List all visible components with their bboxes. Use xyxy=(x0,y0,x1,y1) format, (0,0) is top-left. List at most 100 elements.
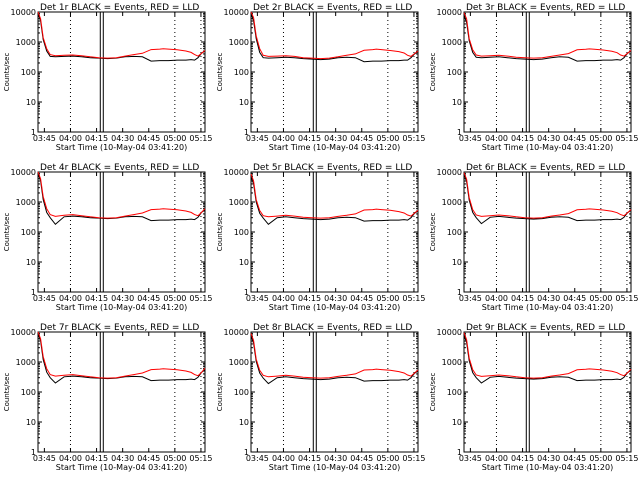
y-tick-label: 10 xyxy=(239,258,249,267)
y-axis-label: Counts/sec xyxy=(3,213,11,252)
detector-panel-1: Det 1r BLACK = Events, RED = LLD 1 10 100 10… xyxy=(0,0,213,160)
series-line-lld xyxy=(250,333,419,379)
y-tick-label: 1 xyxy=(31,288,36,297)
x-tick-label: 04:30 xyxy=(324,454,347,463)
y-tick-label: 100 xyxy=(234,228,249,237)
detector-panel-5: Det 5r BLACK = Events, RED = LLD 1 10 100 10… xyxy=(213,160,426,320)
series-line-events xyxy=(463,173,632,225)
y-tick-label: 10000 xyxy=(224,168,249,177)
series-line-lld xyxy=(250,11,419,60)
x-axis-label: Start Time (10-May-04 03:41:20) xyxy=(56,303,187,312)
plot-frame xyxy=(463,171,632,293)
series-line-events xyxy=(37,173,206,226)
chart-svg: Det 7r BLACK = Events, RED = LLD 1 10 100 10… xyxy=(3,323,212,472)
series-line-events xyxy=(250,176,419,225)
x-tick-label: 03:45 xyxy=(33,454,56,463)
x-tick-label: 03:45 xyxy=(246,294,269,303)
y-tick-label: 10000 xyxy=(437,8,462,17)
chart-title: Det 5r BLACK = Events, RED = LLD xyxy=(253,163,412,173)
x-axis-label: Start Time (10-May-04 03:41:20) xyxy=(56,143,187,152)
y-tick-label: 10000 xyxy=(11,328,36,337)
x-tick-label: 05:15 xyxy=(402,454,425,463)
x-axis-label: Start Time (10-May-04 03:41:20) xyxy=(482,143,613,152)
chart-title: Det 8r BLACK = Events, RED = LLD xyxy=(253,323,412,333)
y-tick-label: 1000 xyxy=(16,38,36,47)
x-tick-label: 03:45 xyxy=(459,294,482,303)
x-tick-label: 04:15 xyxy=(511,454,534,463)
x-tick-label: 05:15 xyxy=(189,134,212,143)
detector-panel-9: Det 9r BLACK = Events, RED = LLD 1 10 100 10… xyxy=(426,320,639,480)
x-tick-label: 04:15 xyxy=(298,134,321,143)
y-tick-label: 1000 xyxy=(442,38,462,47)
x-axis-label: Start Time (10-May-04 03:41:20) xyxy=(482,463,613,472)
y-axis-label: Counts/sec xyxy=(429,213,437,252)
detector-panel-3: Det 3r BLACK = Events, RED = LLD 1 10 100 10… xyxy=(426,0,639,160)
plot-frame xyxy=(250,331,419,453)
plot-frame xyxy=(37,171,206,293)
chart-title: Det 4r BLACK = Events, RED = LLD xyxy=(40,163,199,173)
series-line-events xyxy=(463,334,632,384)
x-tick-label: 04:00 xyxy=(272,454,295,463)
y-tick-label: 1 xyxy=(31,128,36,137)
chart-svg: Det 3r BLACK = Events, RED = LLD 1 10 100 10… xyxy=(429,3,638,152)
x-axis-label: Start Time (10-May-04 03:41:20) xyxy=(482,303,613,312)
y-tick-label: 1 xyxy=(457,288,462,297)
y-axis-label: Counts/sec xyxy=(3,53,11,92)
y-tick-label: 10000 xyxy=(11,8,36,17)
x-tick-label: 03:45 xyxy=(459,454,482,463)
series-line-events xyxy=(37,333,206,384)
plot-frame xyxy=(37,331,206,453)
y-tick-label: 10 xyxy=(452,258,462,267)
y-tick-label: 10000 xyxy=(224,328,249,337)
series-line-lld xyxy=(37,11,206,59)
x-tick-label: 04:00 xyxy=(485,134,508,143)
series-line-events xyxy=(250,13,419,63)
x-tick-label: 05:00 xyxy=(376,134,399,143)
x-axis-label: Start Time (10-May-04 03:41:20) xyxy=(269,143,400,152)
y-tick-label: 10 xyxy=(452,98,462,107)
y-tick-label: 100 xyxy=(447,68,462,77)
x-tick-label: 04:45 xyxy=(563,134,586,143)
y-tick-label: 1 xyxy=(244,128,249,137)
x-tick-label: 04:00 xyxy=(59,294,82,303)
detector-panel-7: Det 7r BLACK = Events, RED = LLD 1 10 100 10… xyxy=(0,320,213,480)
x-tick-label: 04:15 xyxy=(85,294,108,303)
plot-frame xyxy=(250,11,419,133)
x-tick-label: 05:00 xyxy=(163,454,186,463)
x-tick-label: 04:00 xyxy=(59,134,82,143)
chart-svg: Det 6r BLACK = Events, RED = LLD 1 10 100 10… xyxy=(429,163,638,312)
x-axis-label: Start Time (10-May-04 03:41:20) xyxy=(269,463,400,472)
x-tick-label: 04:30 xyxy=(111,294,134,303)
chart-title: Det 9r BLACK = Events, RED = LLD xyxy=(466,323,625,333)
x-tick-label: 04:45 xyxy=(563,294,586,303)
x-tick-label: 05:00 xyxy=(589,454,612,463)
x-tick-label: 04:15 xyxy=(511,134,534,143)
x-tick-label: 04:45 xyxy=(350,134,373,143)
x-tick-label: 04:00 xyxy=(485,454,508,463)
series-line-events xyxy=(250,335,419,385)
x-tick-label: 04:45 xyxy=(137,134,160,143)
x-tick-label: 04:15 xyxy=(298,454,321,463)
y-tick-label: 100 xyxy=(21,388,36,397)
x-tick-label: 03:45 xyxy=(246,454,269,463)
x-axis-label: Start Time (10-May-04 03:41:20) xyxy=(269,303,400,312)
plot-frame xyxy=(250,171,419,293)
chart-svg: Det 9r BLACK = Events, RED = LLD 1 10 100 10… xyxy=(429,323,638,472)
y-tick-label: 1 xyxy=(31,448,36,457)
series-line-lld xyxy=(463,332,632,379)
x-tick-label: 04:30 xyxy=(111,134,134,143)
y-tick-label: 1000 xyxy=(229,358,249,367)
x-tick-label: 04:00 xyxy=(272,294,295,303)
chart-svg: Det 8r BLACK = Events, RED = LLD 1 10 100 10… xyxy=(216,323,425,472)
y-tick-label: 1000 xyxy=(229,198,249,207)
series-line-events xyxy=(37,13,206,62)
x-axis-label: Start Time (10-May-04 03:41:20) xyxy=(56,463,187,472)
y-tick-label: 100 xyxy=(21,228,36,237)
y-tick-label: 10000 xyxy=(437,168,462,177)
y-tick-label: 1000 xyxy=(16,358,36,367)
y-tick-label: 1000 xyxy=(442,358,462,367)
chart-svg: Det 5r BLACK = Events, RED = LLD 1 10 100 10… xyxy=(216,163,425,312)
y-tick-label: 100 xyxy=(447,388,462,397)
y-tick-label: 1 xyxy=(244,448,249,457)
